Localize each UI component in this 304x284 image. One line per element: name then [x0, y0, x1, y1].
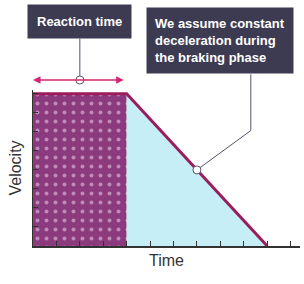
svg-text:Velocity: Velocity	[7, 140, 24, 195]
svg-text:We assume constantdeceleration: We assume constantdeceleration duringthe…	[155, 16, 285, 65]
svg-text:Reaction time: Reaction time	[37, 14, 122, 29]
svg-text:Time: Time	[149, 252, 184, 269]
